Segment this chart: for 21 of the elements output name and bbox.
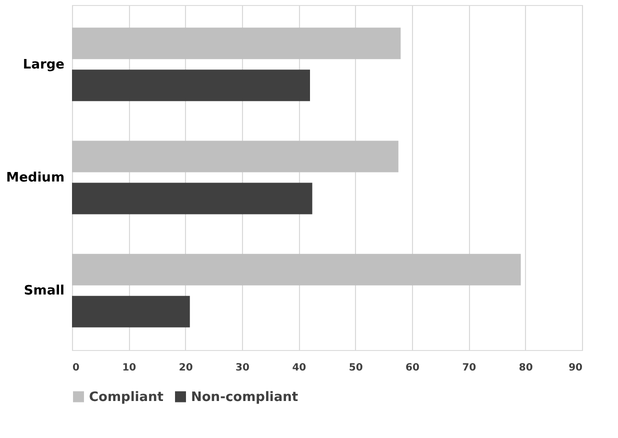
x-tick-label: 50 xyxy=(348,362,363,374)
bar xyxy=(72,254,521,286)
x-tick-label: 40 xyxy=(292,362,306,374)
x-tick-label: 10 xyxy=(122,362,136,374)
y-tick-label: Medium xyxy=(6,170,64,186)
x-tick-label: 70 xyxy=(462,362,476,374)
legend-label: Compliant xyxy=(89,390,164,405)
bar xyxy=(72,140,398,172)
x-tick-label: 20 xyxy=(178,362,193,374)
x-tick-label: 0 xyxy=(72,362,80,374)
x-tick-label: 80 xyxy=(518,362,533,374)
x-tick-label: 30 xyxy=(236,362,250,374)
bar xyxy=(72,28,401,60)
y-tick-label: Large xyxy=(22,57,65,72)
bar xyxy=(72,182,312,214)
legend-label: Non-compliant xyxy=(191,390,298,405)
x-tick-label: 90 xyxy=(568,362,583,374)
bar xyxy=(72,296,190,328)
y-tick-label: Small xyxy=(24,284,64,299)
bar xyxy=(72,70,310,102)
x-tick-label: 60 xyxy=(406,362,420,374)
